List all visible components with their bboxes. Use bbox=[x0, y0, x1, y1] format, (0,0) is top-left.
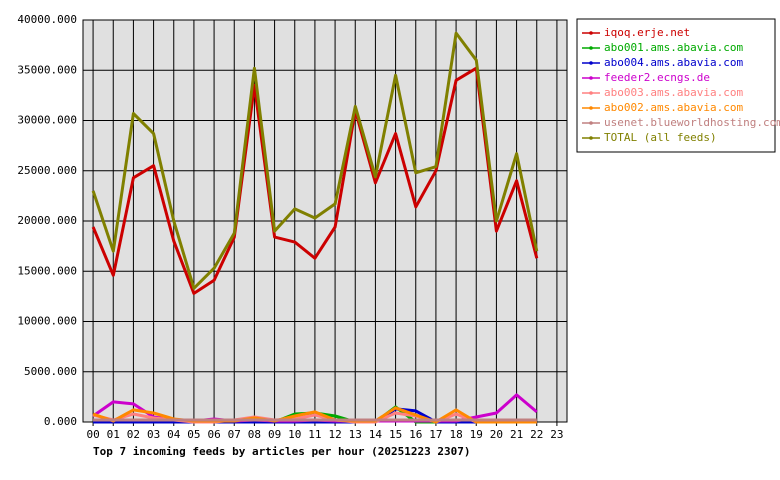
legend bbox=[576, 18, 776, 153]
y-tick-label: 0.000 bbox=[44, 415, 77, 428]
legend-label: abo002.ams.abavia.com bbox=[604, 101, 743, 114]
legend-label: usenet.blueworldhosting.com bbox=[604, 116, 780, 129]
legend-label: abo004.ams.abavia.com bbox=[604, 56, 743, 69]
x-tick-label: 21 bbox=[510, 428, 523, 441]
x-tick-label: 03 bbox=[147, 428, 160, 441]
legend-marker bbox=[589, 91, 593, 95]
y-tick-label: 5000.000 bbox=[24, 365, 77, 378]
series-line bbox=[93, 407, 537, 424]
legend-marker bbox=[589, 121, 593, 125]
x-tick-label: 09 bbox=[268, 428, 281, 441]
y-tick-label: 40000.000 bbox=[17, 13, 77, 26]
x-tick-label: 10 bbox=[288, 428, 301, 441]
legend-label: feeder2.ecngs.de bbox=[604, 71, 710, 84]
x-tick-label: 12 bbox=[328, 428, 341, 441]
x-tick-label: 07 bbox=[228, 428, 241, 441]
y-tick-label: 35000.000 bbox=[17, 63, 77, 76]
x-tick-label: 18 bbox=[449, 428, 462, 441]
x-tick-label: 02 bbox=[127, 428, 140, 441]
x-tick-label: 15 bbox=[389, 428, 402, 441]
legend-marker bbox=[589, 136, 593, 140]
y-tick-label: 15000.000 bbox=[17, 264, 77, 277]
legend-label: iqoq.erje.net bbox=[604, 26, 690, 39]
legend-marker bbox=[589, 76, 593, 80]
x-tick-label: 20 bbox=[490, 428, 503, 441]
series-line bbox=[91, 66, 539, 295]
x-tick-label: 08 bbox=[248, 428, 261, 441]
legend-label: TOTAL (all feeds) bbox=[604, 131, 717, 144]
x-tick-label: 22 bbox=[530, 428, 543, 441]
x-tick-label: 17 bbox=[429, 428, 442, 441]
x-tick-label: 01 bbox=[107, 428, 120, 441]
y-tick-label: 10000.000 bbox=[17, 315, 77, 328]
y-tick-label: 30000.000 bbox=[17, 114, 77, 127]
y-tick-label: 20000.000 bbox=[17, 214, 77, 227]
x-tick-label: 05 bbox=[187, 428, 200, 441]
legend-marker bbox=[589, 106, 593, 110]
legend-label: abo001.ams.abavia.com bbox=[604, 41, 743, 54]
x-tick-label: 16 bbox=[409, 428, 422, 441]
legend-marker bbox=[589, 31, 593, 35]
series-line bbox=[91, 31, 539, 290]
legend-marker bbox=[589, 46, 593, 50]
x-tick-label: 19 bbox=[470, 428, 483, 441]
legend-label: abo003.ams.abavia.com bbox=[604, 86, 743, 99]
chart-title: Top 7 incoming feeds by articles per hou… bbox=[93, 445, 471, 458]
x-tick-label: 06 bbox=[207, 428, 220, 441]
x-tick-label: 04 bbox=[167, 428, 181, 441]
legend-marker bbox=[589, 61, 593, 65]
x-tick-label: 14 bbox=[369, 428, 383, 441]
x-tick-label: 00 bbox=[86, 428, 99, 441]
series-line bbox=[92, 406, 537, 424]
x-tick-label: 11 bbox=[308, 428, 321, 441]
y-tick-label: 25000.000 bbox=[17, 164, 77, 177]
x-tick-label: 13 bbox=[349, 428, 362, 441]
x-tick-label: 23 bbox=[550, 428, 563, 441]
